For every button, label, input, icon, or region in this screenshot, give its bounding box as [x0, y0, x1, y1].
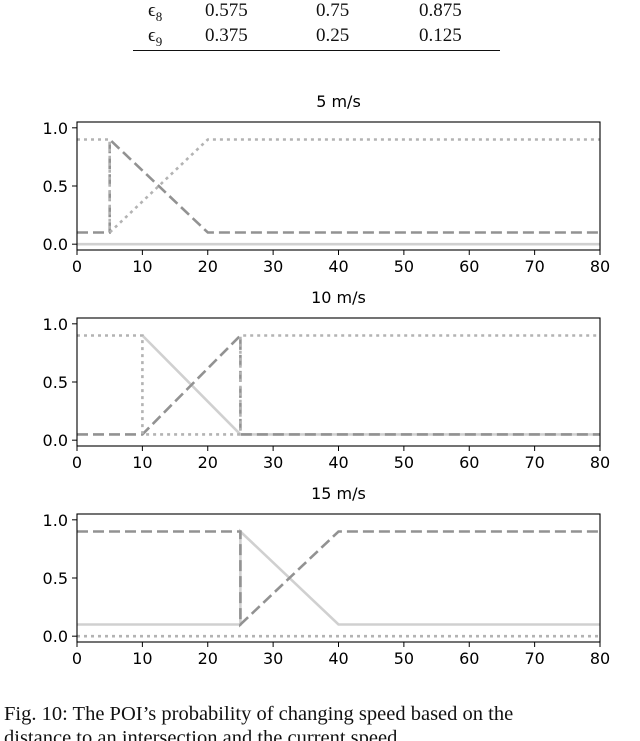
- x-tick-label: 80: [590, 257, 610, 276]
- row-label: ϵ8: [148, 0, 163, 24]
- series-line-solid: [141, 334, 600, 436]
- x-tick-label: 70: [524, 257, 544, 276]
- caption-line-1: Fig. 10: The POI’s probability of changi…: [4, 703, 514, 725]
- x-tick-label: 20: [198, 649, 218, 668]
- table-cell: 0.125: [419, 25, 462, 46]
- chart-title: 5 m/s: [316, 92, 361, 111]
- table-fragment: ϵ8 0.575 0.75 0.875 ϵ9 0.375 0.25 0.125: [0, 0, 640, 60]
- table-cell: 0.75: [316, 0, 350, 21]
- series-line-dotted: [77, 138, 600, 236]
- x-tick-label: 80: [590, 453, 610, 472]
- x-tick-label: 30: [263, 453, 283, 472]
- x-tick-label: 70: [524, 649, 544, 668]
- x-tick-label: 60: [459, 649, 479, 668]
- x-tick-label: 10: [132, 453, 152, 472]
- charts-figure: 5 m/s 0 10 20 30 40 50 60 70 80 0.0 0.5 1.0 10 m/s 0 10…: [43, 92, 611, 668]
- y-tick-label: 1.0: [43, 119, 68, 138]
- series-line-dashed: [77, 136, 600, 234]
- row-label: ϵ9: [148, 25, 163, 49]
- x-tick-label: 30: [263, 649, 283, 668]
- series-line-dotted: [77, 334, 600, 436]
- series-line-solid: [77, 528, 600, 626]
- x-tick-label: 40: [328, 453, 348, 472]
- table-bottom-rule: [133, 50, 500, 51]
- chart-title: 15 m/s: [311, 484, 366, 503]
- x-tick-label: 40: [328, 649, 348, 668]
- x-tick-label: 70: [524, 453, 544, 472]
- x-tick-label: 10: [132, 649, 152, 668]
- y-tick-label: 0.0: [43, 627, 68, 646]
- x-tick-label: 50: [394, 649, 414, 668]
- x-tick-label: 80: [590, 649, 610, 668]
- table-cell: 0.25: [316, 25, 350, 46]
- x-tick-label: 20: [198, 257, 218, 276]
- caption-line-2: distance to an intersection and the curr…: [4, 727, 403, 741]
- y-tick-label: 0.0: [43, 431, 68, 450]
- x-tick-label: 50: [394, 257, 414, 276]
- x-tick-label: 50: [394, 453, 414, 472]
- series-line-dashed: [77, 530, 600, 628]
- chart-title: 10 m/s: [311, 288, 366, 307]
- y-tick-label: 0.5: [43, 373, 68, 392]
- y-tick-label: 1.0: [43, 315, 68, 334]
- x-tick-label: 0: [72, 453, 82, 472]
- x-tick-label: 0: [72, 649, 82, 668]
- x-tick-label: 10: [132, 257, 152, 276]
- x-tick-label: 0: [72, 257, 82, 276]
- y-tick-label: 0.0: [43, 235, 68, 254]
- y-tick-label: 0.5: [43, 177, 68, 196]
- x-tick-label: 60: [459, 257, 479, 276]
- table-cell: 0.875: [419, 0, 462, 21]
- y-tick-label: 0.5: [43, 569, 68, 588]
- plot-frame: [76, 121, 601, 251]
- x-tick-label: 60: [459, 453, 479, 472]
- x-tick-label: 30: [263, 257, 283, 276]
- series-line-dashed: [77, 332, 600, 436]
- table-cell: 0.375: [205, 25, 248, 46]
- x-tick-label: 40: [328, 257, 348, 276]
- figure-caption: Fig. 10: The POI’s probability of changi…: [4, 702, 640, 741]
- x-tick-label: 20: [198, 453, 218, 472]
- plot-frame: [76, 317, 601, 447]
- y-tick-label: 1.0: [43, 511, 68, 530]
- table-cell: 0.575: [205, 0, 248, 21]
